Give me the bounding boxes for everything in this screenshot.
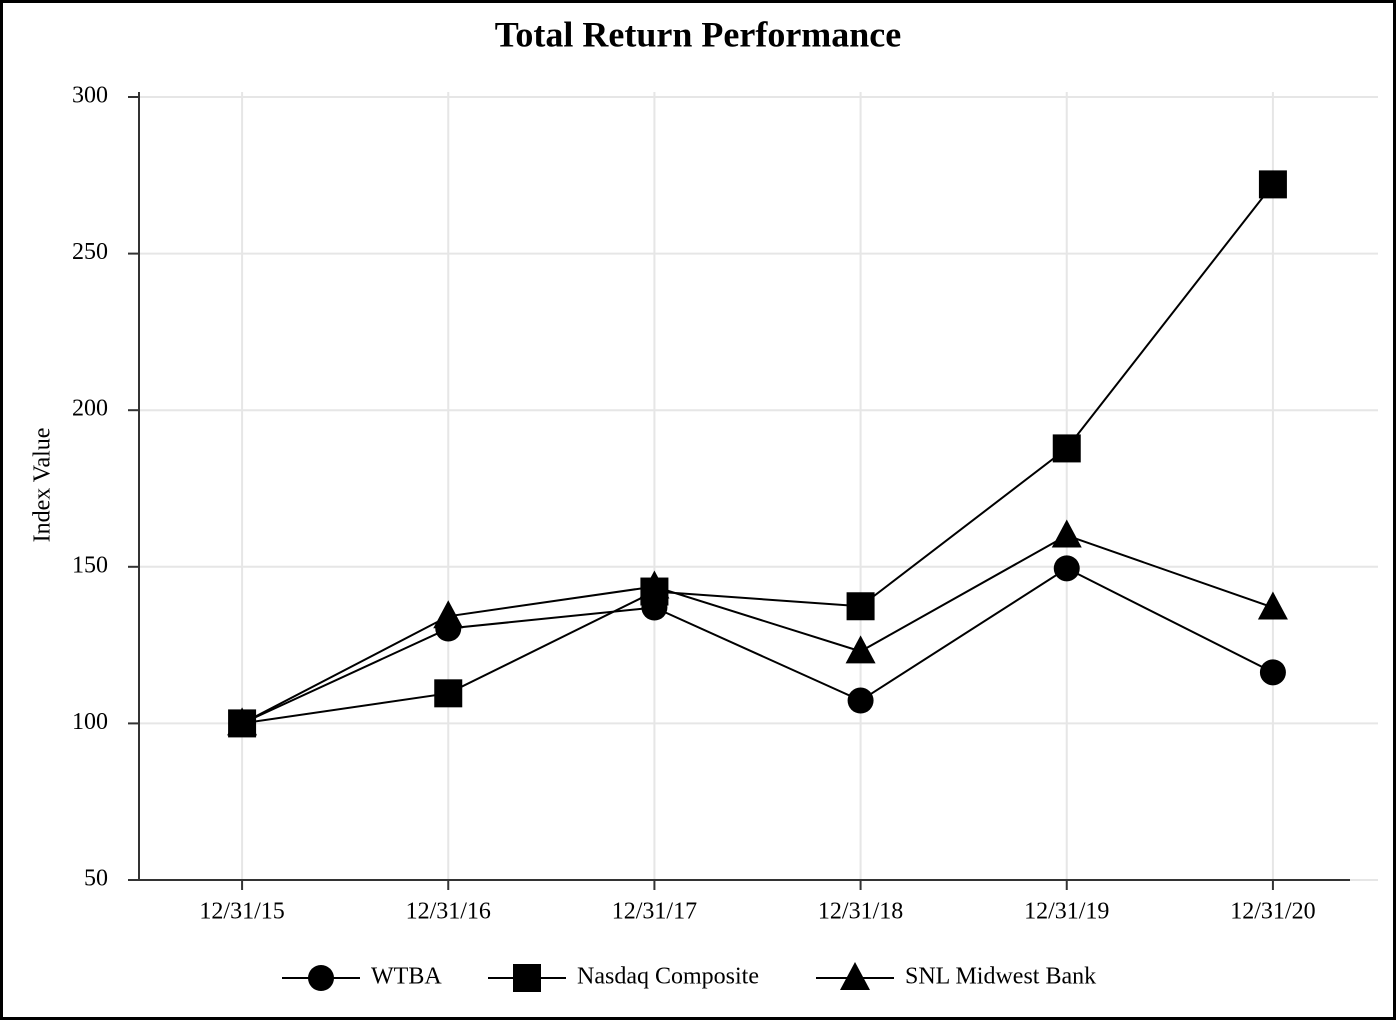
x-tick-label: 12/31/16: [406, 899, 491, 925]
y-tick-label: 50: [84, 866, 108, 892]
series-line: [241, 534, 1274, 725]
series-line: [241, 567, 1274, 725]
legend-marker: [308, 965, 334, 991]
x-tick-label: 12/31/17: [612, 899, 697, 925]
data-point: [847, 687, 874, 714]
y-tick-label: 250: [72, 239, 108, 265]
chart-title: Total Return Performance: [495, 14, 902, 54]
x-tick-label: 12/31/20: [1230, 899, 1315, 925]
data-point: [434, 679, 463, 708]
y-tick-label: 150: [72, 552, 108, 578]
data-point: [433, 600, 464, 629]
data-point: [1259, 659, 1286, 686]
y-axis-label: Index Value: [30, 428, 56, 543]
data-point: [1257, 591, 1288, 620]
y-tick-label: 100: [72, 709, 108, 735]
legend-label: WTBA: [371, 964, 442, 990]
data-point: [845, 635, 876, 664]
data-point: [227, 707, 258, 736]
data-point: [1053, 555, 1080, 582]
data-point: [1258, 170, 1287, 199]
x-tick-label: 12/31/18: [818, 899, 903, 925]
y-tick-label: 200: [72, 396, 108, 422]
data-point: [1052, 434, 1081, 463]
x-tick-label: 12/31/19: [1024, 899, 1109, 925]
y-tick-label: 300: [72, 83, 108, 109]
data-point: [846, 592, 875, 621]
legend-label: SNL Midwest Bank: [905, 964, 1096, 990]
data-point: [1051, 519, 1082, 548]
legend-marker: [840, 962, 870, 990]
data-point: [639, 570, 670, 599]
x-tick-label: 12/31/15: [199, 899, 284, 925]
legend-label: Nasdaq Composite: [577, 964, 759, 990]
series-line: [241, 183, 1274, 725]
legend-marker: [513, 964, 541, 992]
